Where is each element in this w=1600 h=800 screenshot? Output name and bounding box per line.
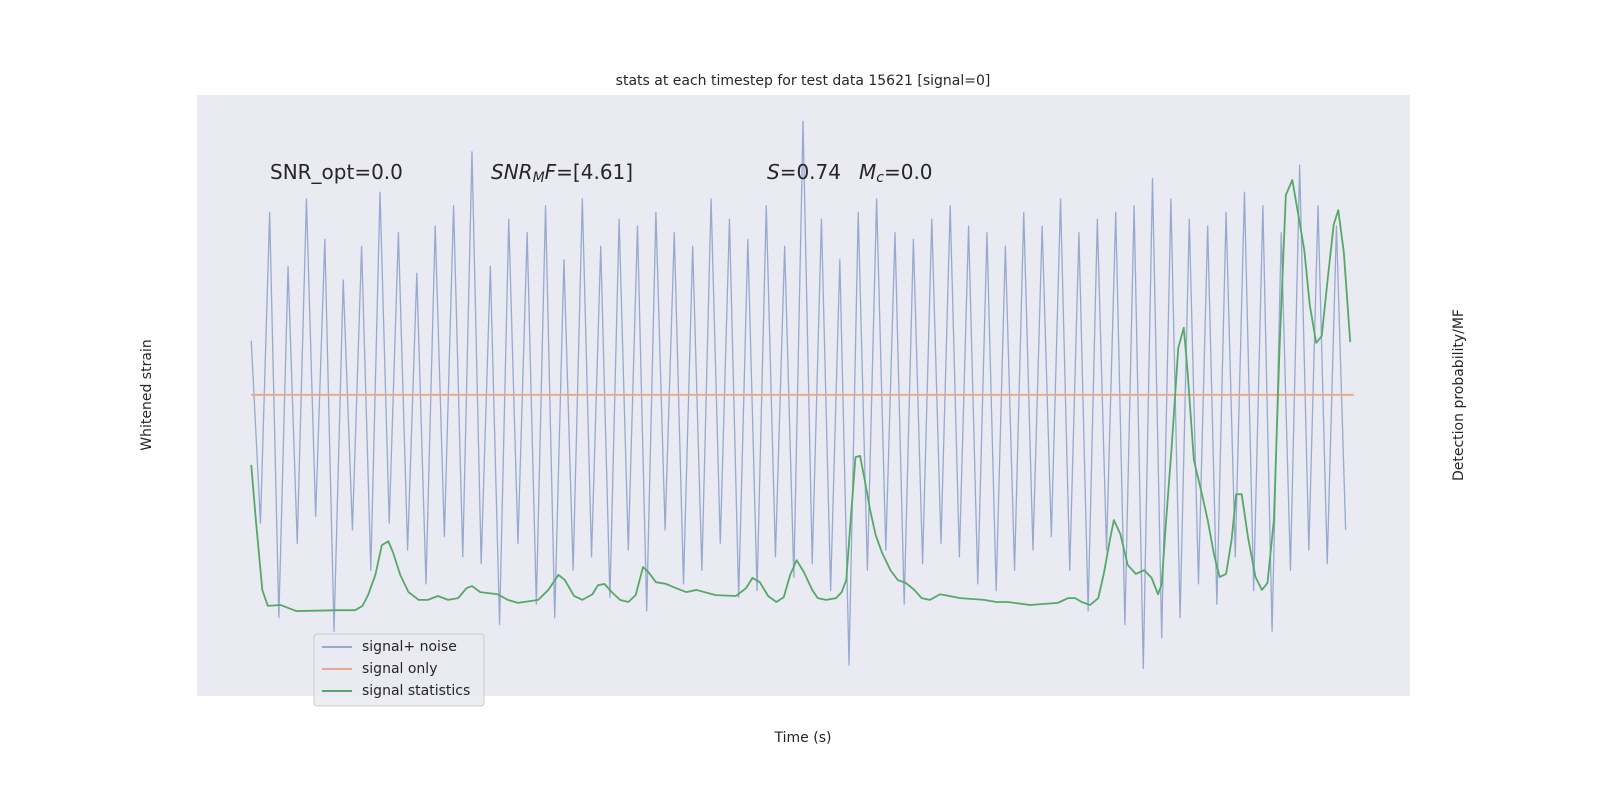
annotation-text: =[4.61]	[556, 160, 633, 184]
y2-axis-label: Detection probability/MF	[1451, 309, 1467, 481]
annotation-text: SNR_opt=0.0	[270, 160, 403, 184]
x-axis-label: Time (s)	[774, 730, 832, 746]
annotation: SNRMF=[4.61]	[491, 160, 633, 187]
legend-label: signal+ noise	[362, 639, 457, 655]
annotation: S=0.74	[767, 160, 841, 184]
marks	[250, 120, 1354, 669]
annotation-text: F	[545, 160, 557, 184]
annotation-text: M	[859, 160, 876, 184]
annotation-text: M	[533, 170, 545, 186]
chart-title: stats at each timestep for test data 156…	[616, 73, 991, 89]
annotation-text: SNR	[491, 160, 533, 184]
labels: signal+ noise signal only signal statistic…	[313, 633, 485, 707]
annotation-text: =0.0	[884, 160, 933, 184]
legend-label: signal only	[362, 661, 437, 677]
annotation-text: c	[876, 170, 884, 186]
annotation-text: S	[767, 160, 780, 184]
legend-box	[313, 633, 485, 707]
annotation: SNR_opt=0.0	[270, 160, 403, 184]
annotation-text: =0.74	[780, 160, 841, 184]
y-axis-label: Whitened strain	[139, 339, 155, 450]
series-line	[250, 179, 1352, 612]
annotation: Mc=0.0	[859, 160, 933, 187]
legend-label: signal statistics	[362, 683, 470, 699]
